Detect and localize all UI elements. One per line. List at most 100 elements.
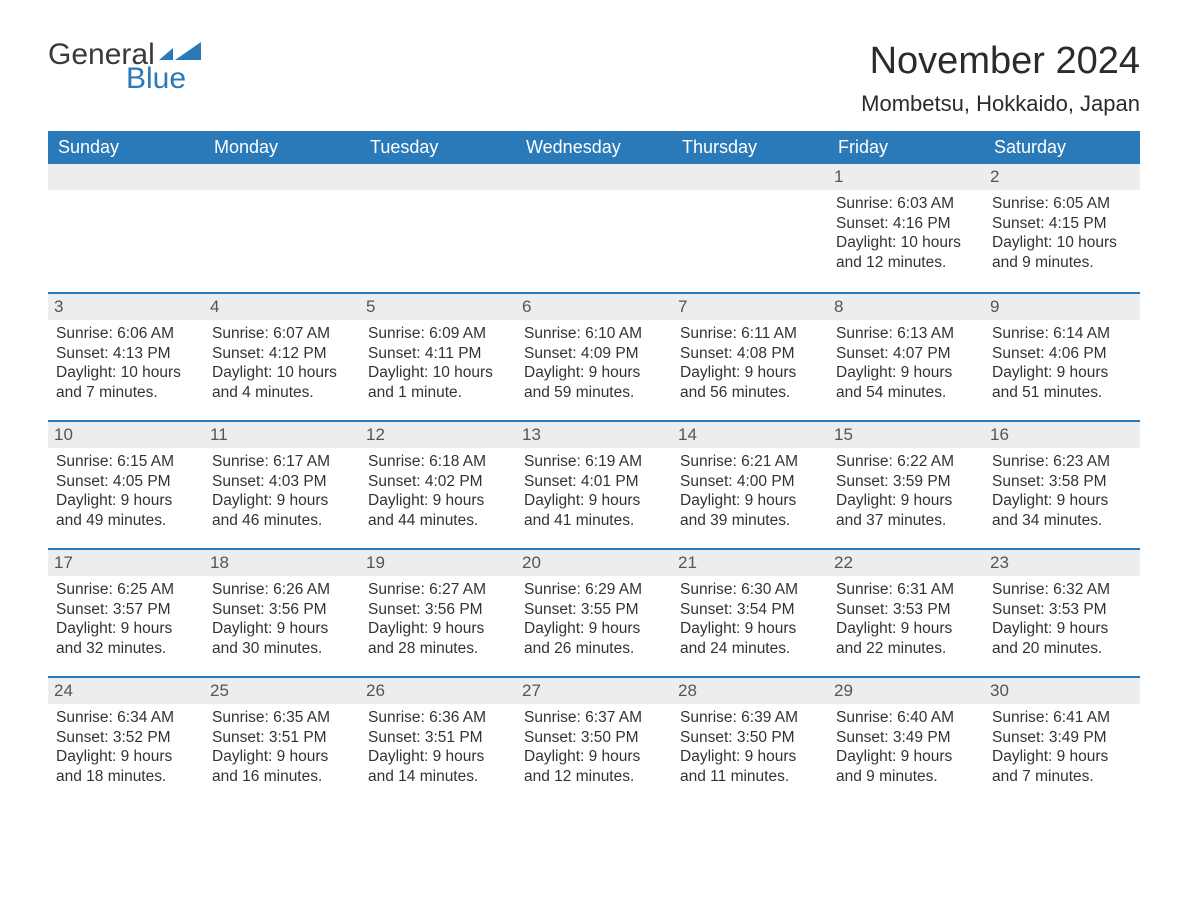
sunset-line: Sunset: 4:11 PM (368, 344, 508, 364)
calendar-week: 10Sunrise: 6:15 AMSunset: 4:05 PMDayligh… (48, 420, 1140, 548)
day-number: 16 (984, 422, 1140, 448)
sunset-line: Sunset: 3:55 PM (524, 600, 664, 620)
daylight-line: Daylight: 9 hours (524, 747, 664, 767)
sunrise-line: Sunrise: 6:17 AM (212, 452, 352, 472)
daylight-line: and 26 minutes. (524, 639, 664, 659)
sunrise-line: Sunrise: 6:11 AM (680, 324, 820, 344)
day-number: 25 (204, 678, 360, 704)
calendar-week: 17Sunrise: 6:25 AMSunset: 3:57 PMDayligh… (48, 548, 1140, 676)
sunset-line: Sunset: 3:51 PM (212, 728, 352, 748)
calendar-cell: 5Sunrise: 6:09 AMSunset: 4:11 PMDaylight… (360, 294, 516, 420)
day-number: 7 (672, 294, 828, 320)
sunrise-line: Sunrise: 6:18 AM (368, 452, 508, 472)
daylight-line: Daylight: 9 hours (836, 491, 976, 511)
sunset-line: Sunset: 3:58 PM (992, 472, 1132, 492)
logo-text-blue: Blue (126, 64, 201, 94)
daylight-line: Daylight: 9 hours (680, 619, 820, 639)
calendar-week: 1Sunrise: 6:03 AMSunset: 4:16 PMDaylight… (48, 164, 1140, 292)
sunset-line: Sunset: 3:51 PM (368, 728, 508, 748)
daylight-line: and 22 minutes. (836, 639, 976, 659)
daylight-line: and 41 minutes. (524, 511, 664, 531)
sunrise-line: Sunrise: 6:37 AM (524, 708, 664, 728)
sunset-line: Sunset: 4:16 PM (836, 214, 976, 234)
daylight-line: and 32 minutes. (56, 639, 196, 659)
daylight-line: and 12 minutes. (524, 767, 664, 787)
day-number: 5 (360, 294, 516, 320)
calendar-cell: 19Sunrise: 6:27 AMSunset: 3:56 PMDayligh… (360, 550, 516, 676)
calendar: Sunday Monday Tuesday Wednesday Thursday… (48, 131, 1140, 804)
calendar-cell: 7Sunrise: 6:11 AMSunset: 4:08 PMDaylight… (672, 294, 828, 420)
sunset-line: Sunset: 4:00 PM (680, 472, 820, 492)
sunset-line: Sunset: 3:49 PM (992, 728, 1132, 748)
sunrise-line: Sunrise: 6:30 AM (680, 580, 820, 600)
calendar-cell: 17Sunrise: 6:25 AMSunset: 3:57 PMDayligh… (48, 550, 204, 676)
daylight-line: and 14 minutes. (368, 767, 508, 787)
dayname-header: Tuesday (360, 131, 516, 164)
sunset-line: Sunset: 4:15 PM (992, 214, 1132, 234)
day-number: 28 (672, 678, 828, 704)
dayname-header: Friday (828, 131, 984, 164)
sunrise-line: Sunrise: 6:14 AM (992, 324, 1132, 344)
header: General Blue November 2024 Mombetsu, Hok… (48, 40, 1140, 117)
day-number: 13 (516, 422, 672, 448)
calendar-cell: 16 Sunrise: 6:23 AMSunset: 3:58 PMDayligh… (984, 422, 1140, 548)
day-number: 9 (984, 294, 1140, 320)
daylight-line: and 9 minutes. (836, 767, 976, 787)
calendar-cell: 30Sunrise: 6:41 AMSunset: 3:49 PMDayligh… (984, 678, 1140, 804)
calendar-cell: 29Sunrise: 6:40 AMSunset: 3:49 PMDayligh… (828, 678, 984, 804)
dayname-header: Monday (204, 131, 360, 164)
daylight-line: Daylight: 9 hours (992, 491, 1132, 511)
daylight-line: Daylight: 10 hours (992, 233, 1132, 253)
daylight-line: Daylight: 9 hours (212, 747, 352, 767)
calendar-cell: 28Sunrise: 6:39 AMSunset: 3:50 PMDayligh… (672, 678, 828, 804)
sunrise-line: Sunrise: 6:21 AM (680, 452, 820, 472)
daylight-line: and 44 minutes. (368, 511, 508, 531)
daylight-line: and 30 minutes. (212, 639, 352, 659)
sunrise-line: Sunrise: 6:23 AM (992, 452, 1132, 472)
sunrise-line: Sunrise: 6:25 AM (56, 580, 196, 600)
sunrise-line: Sunrise: 6:19 AM (524, 452, 664, 472)
daylight-line: Daylight: 9 hours (368, 619, 508, 639)
calendar-cell: 24Sunrise: 6:34 AMSunset: 3:52 PMDayligh… (48, 678, 204, 804)
day-number: 17 (48, 550, 204, 576)
daylight-line: Daylight: 9 hours (680, 491, 820, 511)
sunrise-line: Sunrise: 6:09 AM (368, 324, 508, 344)
daylight-line: and 34 minutes. (992, 511, 1132, 531)
daylight-line: Daylight: 9 hours (56, 747, 196, 767)
calendar-cell-empty (516, 164, 672, 292)
calendar-cell-empty (360, 164, 516, 292)
calendar-cell: 9Sunrise: 6:14 AMSunset: 4:06 PMDaylight… (984, 294, 1140, 420)
daylight-line: and 51 minutes. (992, 383, 1132, 403)
day-number: 29 (828, 678, 984, 704)
day-number: 4 (204, 294, 360, 320)
calendar-cell: 11Sunrise: 6:17 AMSunset: 4:03 PMDayligh… (204, 422, 360, 548)
daylight-line: Daylight: 10 hours (212, 363, 352, 383)
daylight-line: Daylight: 9 hours (992, 619, 1132, 639)
calendar-cell: 4Sunrise: 6:07 AMSunset: 4:12 PMDaylight… (204, 294, 360, 420)
sunset-line: Sunset: 3:59 PM (836, 472, 976, 492)
sunset-line: Sunset: 4:01 PM (524, 472, 664, 492)
sunrise-line: Sunrise: 6:13 AM (836, 324, 976, 344)
calendar-cell: 1Sunrise: 6:03 AMSunset: 4:16 PMDaylight… (828, 164, 984, 292)
calendar-cell: 14Sunrise: 6:21 AMSunset: 4:00 PMDayligh… (672, 422, 828, 548)
calendar-cell: 3Sunrise: 6:06 AMSunset: 4:13 PMDaylight… (48, 294, 204, 420)
calendar-cell-empty (204, 164, 360, 292)
day-number: 15 (828, 422, 984, 448)
daylight-line: Daylight: 9 hours (992, 363, 1132, 383)
sunset-line: Sunset: 4:02 PM (368, 472, 508, 492)
sunrise-line: Sunrise: 6:32 AM (992, 580, 1132, 600)
daylight-line: and 12 minutes. (836, 253, 976, 273)
sunset-line: Sunset: 3:54 PM (680, 600, 820, 620)
day-number: 21 (672, 550, 828, 576)
dayname-header: Wednesday (516, 131, 672, 164)
dayname-header-row: Sunday Monday Tuesday Wednesday Thursday… (48, 131, 1140, 164)
daylight-line: and 49 minutes. (56, 511, 196, 531)
day-number: 23 (984, 550, 1140, 576)
day-number (204, 164, 360, 190)
sunrise-line: Sunrise: 6:07 AM (212, 324, 352, 344)
sunset-line: Sunset: 3:53 PM (836, 600, 976, 620)
daylight-line: Daylight: 9 hours (368, 491, 508, 511)
calendar-cell: 2Sunrise: 6:05 AMSunset: 4:15 PMDaylight… (984, 164, 1140, 292)
day-number (516, 164, 672, 190)
daylight-line: Daylight: 9 hours (212, 491, 352, 511)
